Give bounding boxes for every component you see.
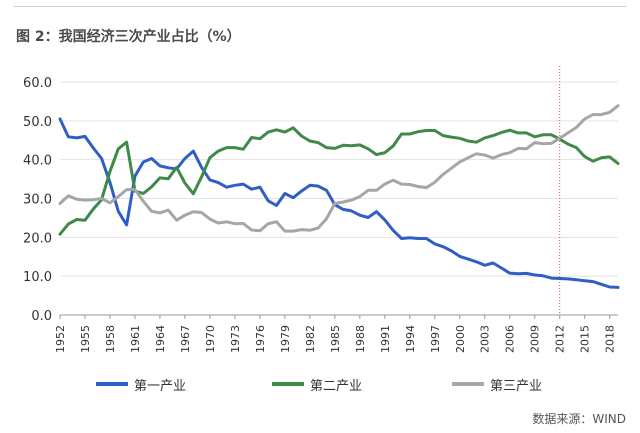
x-tick-label: 1988 <box>354 325 367 353</box>
x-tick-label: 1967 <box>179 325 192 353</box>
x-tick-label: 1991 <box>379 325 392 353</box>
legend-item-primary: 第一产业 <box>96 376 187 394</box>
x-tick-label: 1985 <box>329 325 342 353</box>
x-tick-label: 1994 <box>404 325 417 353</box>
legend-swatch-secondary <box>272 382 304 386</box>
x-tick-label: 1979 <box>279 325 292 353</box>
legend-swatch-tertiary <box>452 382 484 386</box>
x-tick-label: 2000 <box>454 325 467 353</box>
y-tick-label: 30.0 <box>23 193 52 208</box>
x-tick-label: 1973 <box>229 325 242 353</box>
x-tick-label: 1982 <box>304 325 317 353</box>
y-tick-label: 10.0 <box>23 270 52 285</box>
y-tick-label: 40.0 <box>23 154 52 169</box>
x-tick-label: 2006 <box>504 325 517 353</box>
legend-label-secondary: 第二产业 <box>310 378 363 394</box>
y-tick-label: 60.0 <box>23 76 52 91</box>
source-note: 数据来源：WIND <box>532 412 626 426</box>
y-tick-label: 0.0 <box>31 309 52 324</box>
legend-swatch-primary <box>96 382 128 386</box>
legend-label-tertiary: 第三产业 <box>490 378 543 394</box>
x-tick-label: 2009 <box>529 325 542 353</box>
x-tick-label: 2015 <box>579 325 592 353</box>
series-line-primary <box>58 117 620 289</box>
series-line-tertiary <box>58 104 620 233</box>
chart-title: 图 2：我国经济三次产业占比（%） <box>16 29 241 45</box>
y-tick-label: 50.0 <box>23 115 52 130</box>
x-tick-label: 1970 <box>204 325 217 353</box>
series-line-secondary <box>58 126 620 236</box>
x-tick-label: 1997 <box>429 325 442 353</box>
x-tick-label: 1964 <box>154 325 167 353</box>
legend-label-primary: 第一产业 <box>134 378 187 394</box>
y-tick-label: 20.0 <box>23 231 52 246</box>
x-tick-label: 1976 <box>254 325 267 353</box>
legend-item-tertiary: 第三产业 <box>452 376 543 394</box>
x-tick-label: 2012 <box>554 325 567 353</box>
x-tick-label: 2003 <box>479 325 492 353</box>
top-rule <box>14 6 626 7</box>
x-tick-label: 1958 <box>104 325 117 353</box>
x-tick-label: 1961 <box>129 325 142 353</box>
x-tick-label: 1952 <box>54 325 67 353</box>
legend-item-secondary: 第二产业 <box>272 376 363 394</box>
x-tick-label: 1955 <box>79 325 92 353</box>
x-tick-label: 2018 <box>604 325 617 353</box>
